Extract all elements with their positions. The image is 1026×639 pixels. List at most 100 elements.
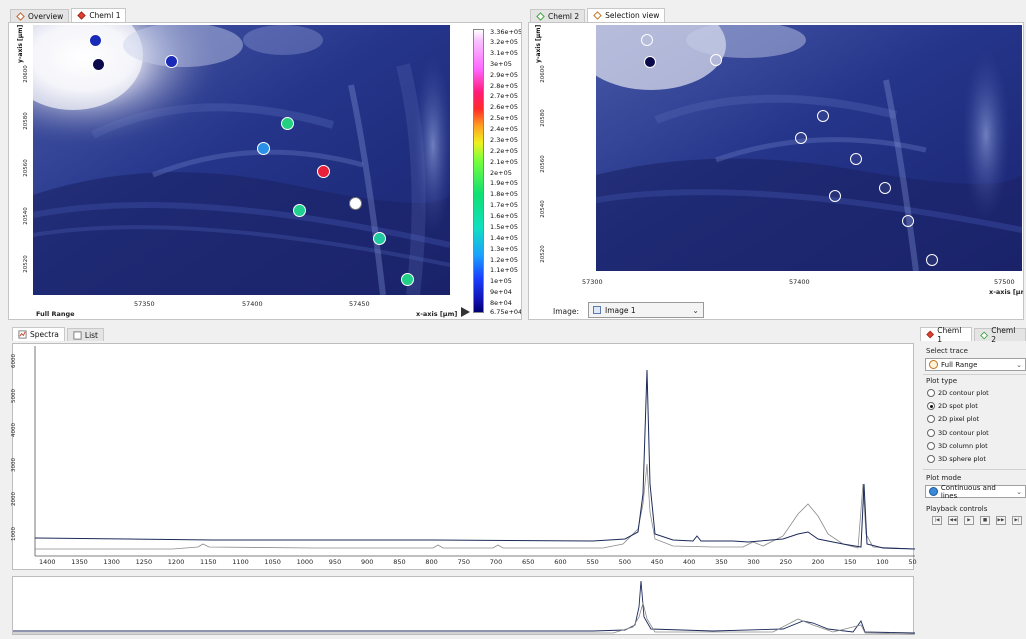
left-microscope-image[interactable] xyxy=(33,25,450,295)
tab-spectra-label: Spectra xyxy=(30,330,59,339)
data-spot[interactable] xyxy=(92,58,105,71)
plot-mode-select[interactable]: Continuous and lines ⌄ xyxy=(925,483,1026,500)
play-button[interactable]: ▶ xyxy=(964,516,974,525)
colorbar-tick-label: 2.8e+05 xyxy=(490,81,519,90)
left-y-tick: 20540 xyxy=(22,207,29,225)
image-select[interactable]: Image 1 ⌄ xyxy=(588,302,704,318)
plot-type-option[interactable]: 2D pixel plot xyxy=(927,415,979,424)
data-spot[interactable] xyxy=(349,197,362,210)
tab-cheml-1[interactable]: Cheml 1 xyxy=(71,8,127,22)
stop-button[interactable]: ■ xyxy=(980,516,990,525)
plot-type-option-label: 2D spot plot xyxy=(938,402,978,411)
tab-side-cheml-2[interactable]: Cheml 2 xyxy=(974,326,1026,344)
selection-marker[interactable] xyxy=(879,182,891,194)
microscope-image xyxy=(596,25,1022,271)
data-spot[interactable] xyxy=(165,55,178,68)
colorbar-tick-label: 9e+04 xyxy=(490,288,512,297)
plot-type-label: Plot type xyxy=(926,377,958,385)
tab-side-cheml-2-label: Cheml 2 xyxy=(991,326,1016,344)
step-back-button[interactable]: ◀◀ xyxy=(948,516,958,525)
plot-type-option[interactable]: 2D spot plot xyxy=(927,402,978,411)
plot-type-option[interactable]: 3D sphere plot xyxy=(927,455,986,463)
spectra-plot[interactable]: 6000 5000 4000 3000 2000 1000 1400 1350 1300 125… xyxy=(11,343,917,570)
colorbar-tick-label: 1.8e+05 xyxy=(490,190,519,199)
right-y-axis-label: y-axis [µm] xyxy=(535,24,542,63)
left-x-tick: 57450 xyxy=(349,300,370,308)
tab-spectra[interactable]: Spectra xyxy=(12,327,65,341)
colorbar-tick-label: 2.1e+05 xyxy=(490,157,519,166)
colorbar-tick-label: 1.4e+05 xyxy=(490,233,519,242)
right-x-tick: 57500 xyxy=(994,278,1015,286)
cheml-icon xyxy=(980,331,989,339)
right-x-axis-label: x-axis [µm] xyxy=(989,288,1023,296)
chevron-down-icon: ⌄ xyxy=(1016,487,1022,496)
selection-marker[interactable] xyxy=(850,153,862,165)
colorbar-max-handle[interactable] xyxy=(461,27,470,37)
spectra-x-tick: 800 xyxy=(425,558,438,566)
data-spot[interactable] xyxy=(373,232,386,245)
data-spot[interactable] xyxy=(281,117,294,130)
colorbar-max-label: 3.36e+05 xyxy=(490,28,522,36)
selection-marker[interactable] xyxy=(710,54,722,66)
tab-cheml-2-label: Cheml 2 xyxy=(548,11,580,21)
plot-mode-value: Continuous and lines xyxy=(940,483,996,500)
spectra-y-tick: 4000 xyxy=(11,423,17,437)
playback-controls-label: Playback controls xyxy=(926,505,988,513)
spectra-x-tick: 250 xyxy=(779,558,793,566)
left-tabbar: Overview Cheml 1 xyxy=(10,8,127,22)
spectra-overview-plot[interactable] xyxy=(12,576,916,635)
colorbar-tick-label: 1e+05 xyxy=(490,277,512,286)
selection-marker[interactable] xyxy=(817,110,829,122)
colorbar-tick-label: 1.7e+05 xyxy=(490,201,519,210)
spectra-x-tick: 750 xyxy=(457,558,471,566)
right-y-tick: 20580 xyxy=(539,109,546,127)
tab-selection-view[interactable]: Selection view xyxy=(587,8,666,22)
spectra-x-tick: 1400 xyxy=(39,558,56,566)
tab-cheml-2[interactable]: Cheml 2 xyxy=(530,9,586,22)
colorbar-min-label: 6.75e+04 xyxy=(490,308,522,316)
radio-button[interactable] xyxy=(927,428,935,437)
colorbar-min-handle[interactable] xyxy=(461,307,470,317)
right-map-panel: y-axis [µm] 20600 20580 20560 20540 2052… xyxy=(528,22,1024,320)
radio-button[interactable] xyxy=(927,441,935,450)
left-map-panel: y-axis [µm] 20600 20580 20560 20540 2052… xyxy=(8,22,522,320)
step-forward-button[interactable]: ▶▶ xyxy=(996,516,1006,525)
left-y-tick: 20580 xyxy=(22,112,29,130)
left-x-tick: 57350 xyxy=(134,300,155,308)
chevron-down-icon: ⌄ xyxy=(692,305,699,315)
spectra-y-tick: 5000 xyxy=(11,388,17,403)
selection-marker[interactable] xyxy=(644,56,656,68)
radio-button[interactable] xyxy=(927,455,935,463)
spectra-x-tick: 150 xyxy=(844,558,857,566)
left-x-axis-label: x-axis [µm] xyxy=(416,310,458,318)
selection-marker[interactable] xyxy=(829,190,841,202)
skip-end-button[interactable]: ▶| xyxy=(1012,516,1022,525)
selection-marker[interactable] xyxy=(795,132,807,144)
data-spot[interactable] xyxy=(293,204,306,217)
data-spot[interactable] xyxy=(317,165,330,178)
plot-type-option[interactable]: 3D contour plot xyxy=(927,428,989,437)
tab-list[interactable]: List xyxy=(66,328,105,341)
selection-marker[interactable] xyxy=(926,254,938,266)
right-microscope-image[interactable] xyxy=(596,25,1022,271)
tab-side-cheml-1[interactable]: Cheml 1 xyxy=(920,325,972,344)
tab-side-cheml-1-label: Cheml 1 xyxy=(937,325,962,344)
left-y-tick: 20560 xyxy=(22,159,29,177)
selection-marker[interactable] xyxy=(641,34,653,46)
colorbar-tick-label: 3.1e+05 xyxy=(490,48,519,57)
spectra-x-tick: 1000 xyxy=(296,558,314,566)
data-spot[interactable] xyxy=(89,34,102,47)
tab-overview[interactable]: Overview xyxy=(10,9,70,22)
radio-button[interactable] xyxy=(927,402,935,411)
radio-button[interactable] xyxy=(927,415,935,424)
trace-select[interactable]: Full Range ⌄ xyxy=(925,358,1026,371)
colorbar-tick-label: 8e+04 xyxy=(490,299,512,307)
spectra-y-tick: 3000 xyxy=(11,457,17,472)
data-spot[interactable] xyxy=(401,273,414,286)
data-spot[interactable] xyxy=(257,142,270,155)
skip-start-button[interactable]: |◀ xyxy=(932,516,942,525)
plot-type-option[interactable]: 2D contour plot xyxy=(927,389,989,397)
plot-type-option[interactable]: 3D column plot xyxy=(927,441,988,450)
radio-button[interactable] xyxy=(927,389,935,397)
selection-marker[interactable] xyxy=(902,215,914,227)
